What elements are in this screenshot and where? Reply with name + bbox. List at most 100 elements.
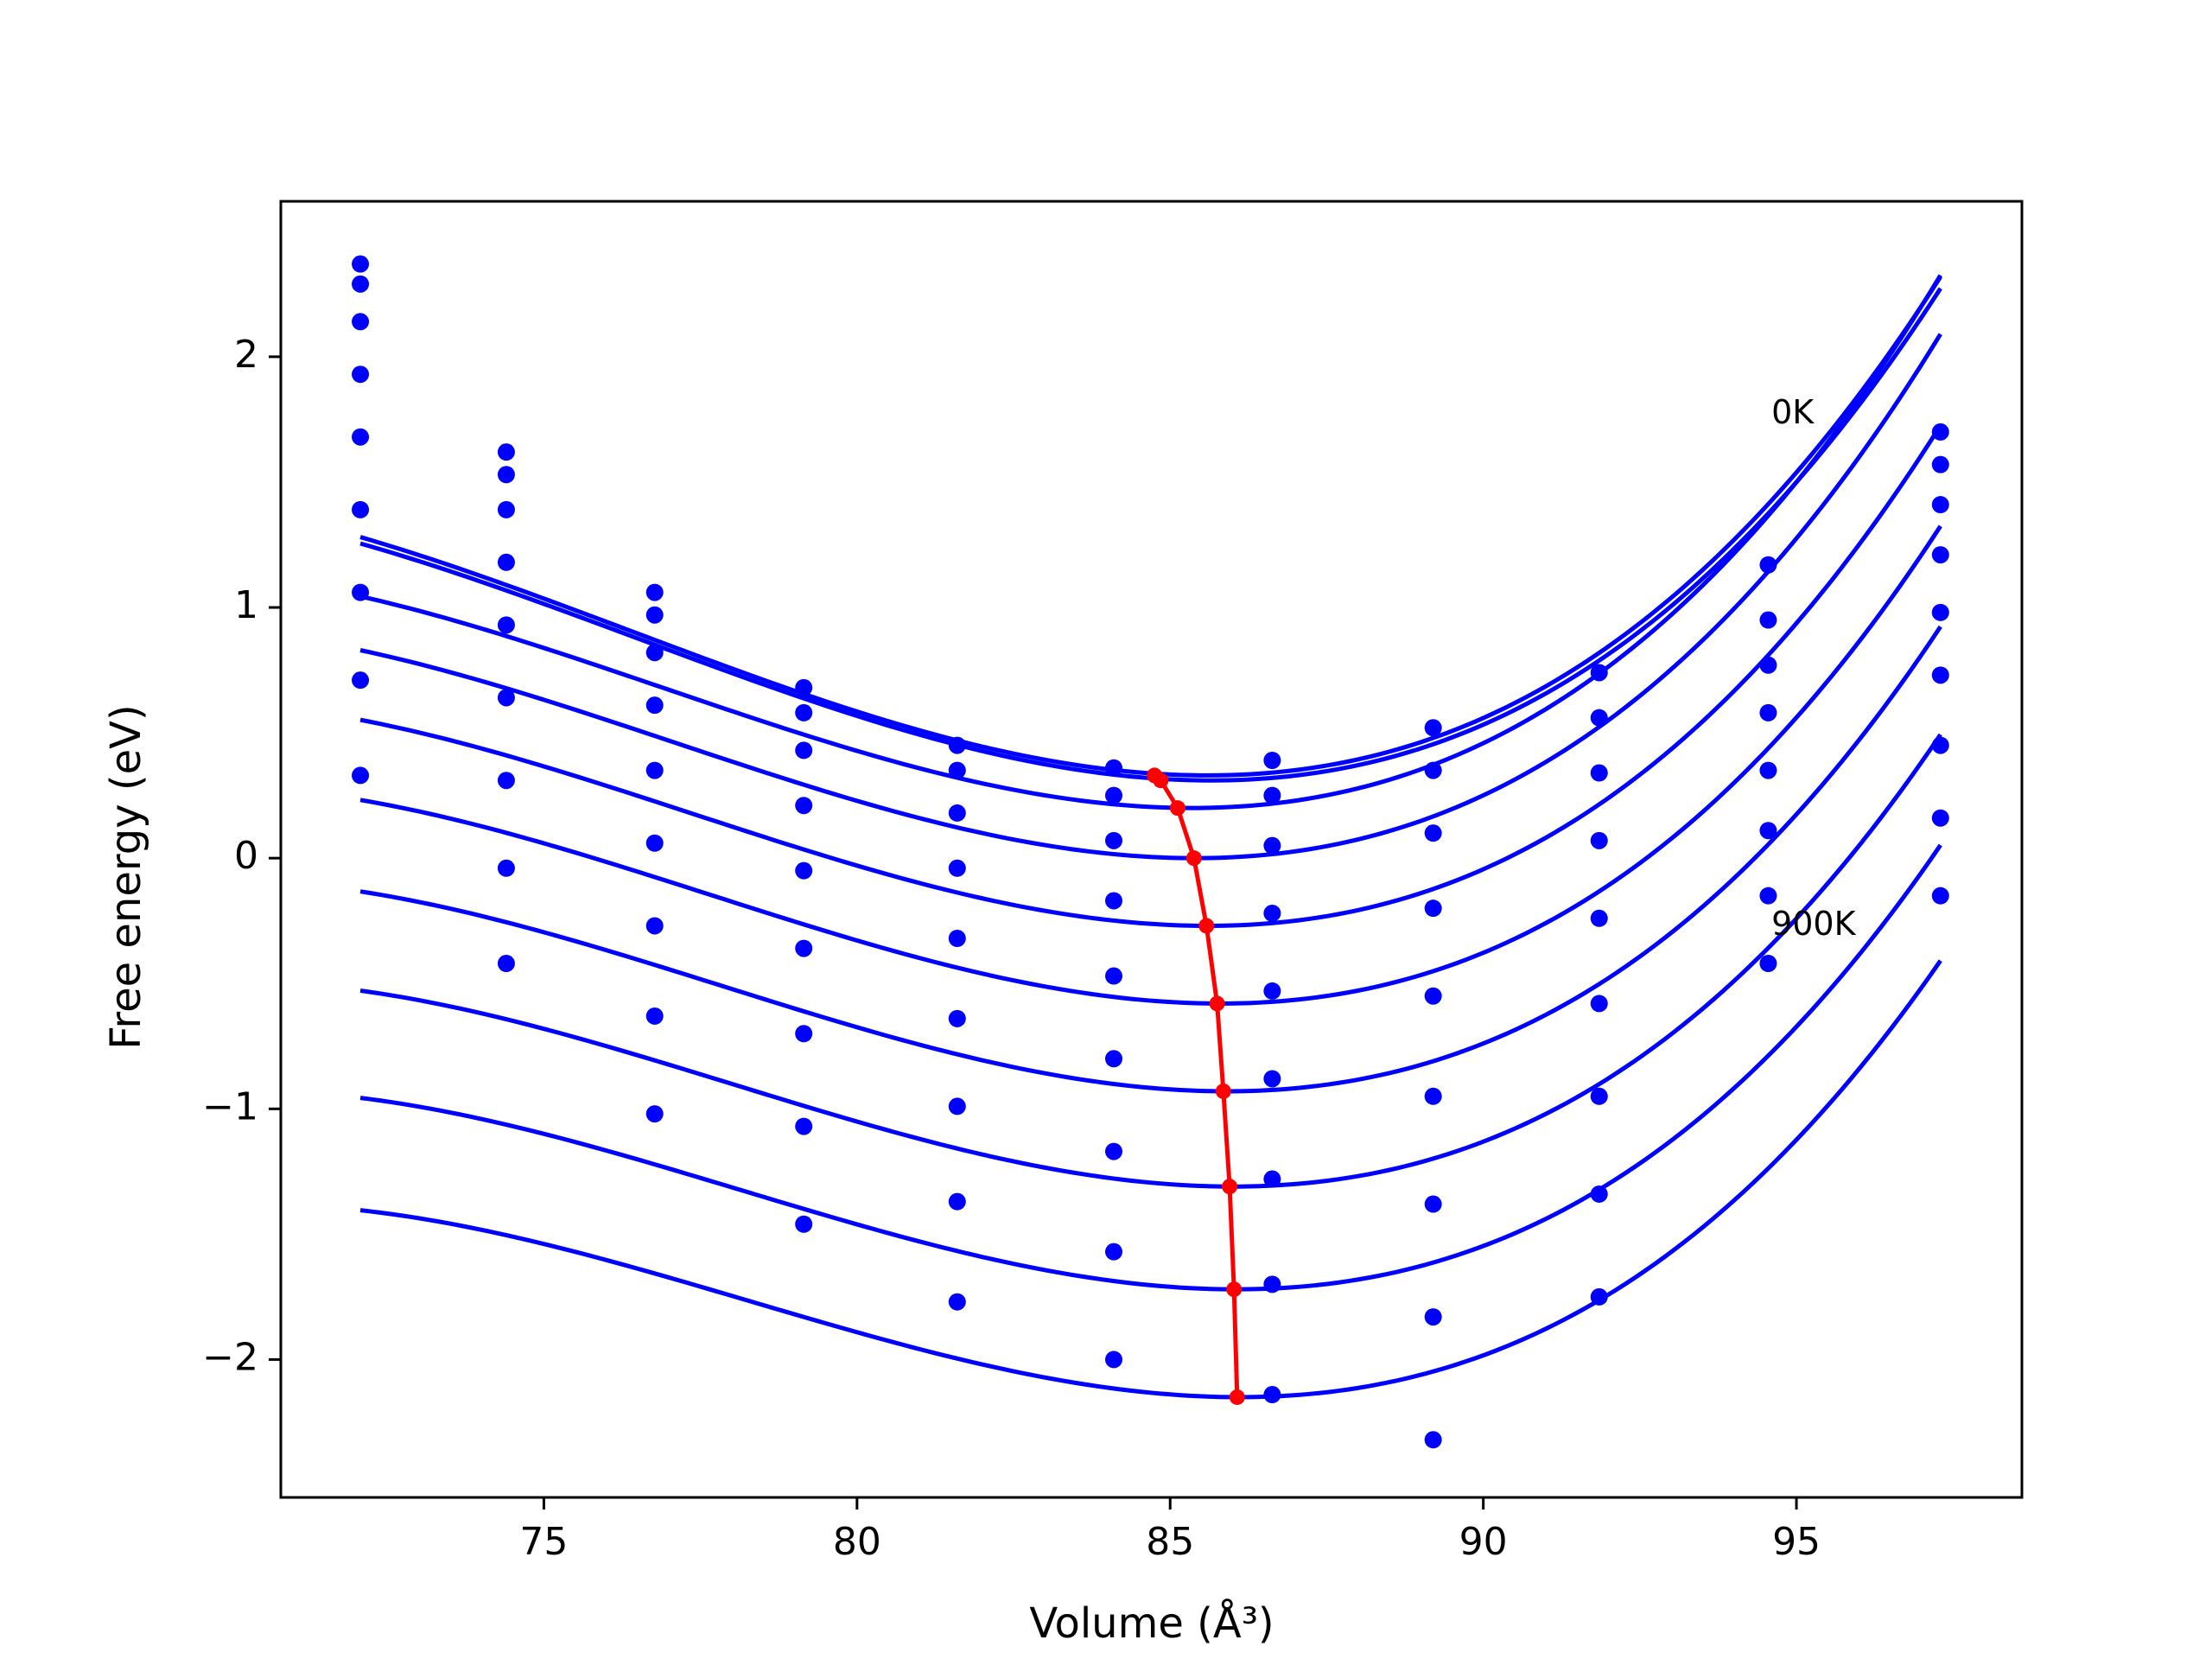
data-point-t2-4 [948, 761, 966, 779]
data-point-t5-10 [1931, 603, 1949, 621]
x-tick-label-2: 85 [1146, 1520, 1194, 1564]
data-point-t6-0 [352, 500, 370, 518]
minimum-point-2 [1169, 800, 1185, 817]
data-point-t3-2 [645, 644, 664, 662]
minimum-point-9 [1229, 1389, 1245, 1405]
minimum-point-3 [1185, 850, 1202, 867]
data-point-t9-8 [1590, 1287, 1608, 1306]
data-point-t8-3 [795, 1117, 813, 1135]
data-point-t6-7 [1424, 1087, 1442, 1105]
data-point-t9-6 [1263, 1386, 1281, 1404]
minimum-point-4 [1198, 918, 1215, 934]
fit-curve-t8 [359, 843, 1942, 1292]
data-point-t5-9 [1759, 761, 1777, 779]
data-point-t6-6 [1263, 1070, 1281, 1088]
data-point-t2-7 [1424, 761, 1442, 779]
data-point-t7-7 [1424, 1195, 1442, 1213]
minimum-point-1 [1153, 772, 1169, 789]
data-point-t6-3 [795, 939, 813, 957]
data-point-t5-1 [497, 616, 515, 634]
data-point-t7-10 [1931, 736, 1949, 754]
data-point-t4-6 [1263, 904, 1281, 922]
data-point-t9-7 [1424, 1431, 1442, 1449]
data-point-t2-10 [1931, 455, 1949, 474]
data-point-t9-3 [795, 1215, 813, 1233]
data-point-t9-5 [1105, 1351, 1123, 1369]
data-point-t6-5 [1105, 1050, 1123, 1068]
data-point-t6-10 [1931, 666, 1949, 684]
data-point-t3-0 [352, 313, 370, 331]
data-point-t8-8 [1590, 1185, 1608, 1203]
data-point-t3-5 [1105, 831, 1123, 849]
data-point-t1-1 [497, 443, 515, 461]
x-tick-label-4: 95 [1772, 1520, 1821, 1564]
data-point-t8-2 [645, 1007, 664, 1025]
data-point-t4-10 [1931, 546, 1949, 564]
fit-curve-t7 [359, 733, 1942, 1189]
data-point-t1-5 [1105, 759, 1123, 777]
x-tick-label-1: 80 [833, 1520, 881, 1564]
temperature-annotation-0: 0K [1771, 393, 1815, 431]
y-tick-label-3: 1 [234, 583, 258, 627]
data-point-t1-3 [795, 678, 813, 696]
data-point-t1-8 [1590, 664, 1608, 682]
data-point-t3-10 [1931, 496, 1949, 514]
data-point-t8-7 [1424, 1308, 1442, 1326]
data-point-t6-9 [1759, 822, 1777, 840]
data-point-t7-5 [1105, 1142, 1123, 1160]
data-point-t5-8 [1590, 909, 1608, 927]
data-point-t6-1 [497, 689, 515, 707]
data-point-t2-9 [1759, 611, 1777, 629]
data-point-t4-5 [1105, 892, 1123, 910]
data-point-t1-0 [352, 255, 370, 273]
x-axis-label: Volume (Å³) [1029, 1599, 1274, 1648]
data-point-t7-1 [497, 772, 515, 790]
data-point-t7-6 [1263, 1170, 1281, 1188]
data-point-t6-8 [1590, 995, 1608, 1013]
data-point-t5-0 [352, 428, 370, 446]
data-point-t7-2 [645, 917, 664, 935]
y-tick-label-2: 0 [234, 834, 258, 878]
data-point-t3-3 [795, 741, 813, 760]
data-point-t1-9 [1759, 556, 1777, 574]
data-point-t4-9 [1759, 703, 1777, 721]
data-point-t8-4 [948, 1192, 966, 1211]
data-point-t9-4 [948, 1293, 966, 1311]
data-point-t2-5 [1105, 786, 1123, 804]
data-point-t2-1 [497, 466, 515, 484]
minimum-point-7 [1222, 1179, 1238, 1195]
data-point-t5-7 [1424, 987, 1442, 1005]
data-point-t8-10 [1931, 809, 1949, 827]
data-point-t3-4 [948, 804, 966, 822]
data-point-t2-2 [645, 606, 664, 624]
data-point-t4-8 [1590, 831, 1608, 849]
data-point-t7-0 [352, 583, 370, 601]
temperature-annotation-1: 900K [1771, 905, 1857, 943]
data-point-t4-0 [352, 365, 370, 384]
x-tick-label-0: 75 [519, 1520, 568, 1564]
fit-curve-t2 [359, 274, 1942, 810]
data-point-t5-3 [795, 861, 813, 880]
y-tick-label-4: 2 [234, 333, 258, 377]
data-point-t4-7 [1424, 899, 1442, 918]
data-point-t1-7 [1424, 719, 1442, 737]
data-point-t8-1 [497, 859, 515, 877]
data-point-t3-7 [1424, 824, 1442, 842]
data-point-t3-6 [1263, 836, 1281, 855]
data-point-t1-10 [1931, 423, 1949, 441]
data-point-t7-9 [1759, 887, 1777, 905]
data-point-t4-3 [795, 797, 813, 815]
axes: 75 80 85 90 95 −2 −1 0 1 2 [202, 200, 2024, 1564]
fit-curve-t5 [359, 524, 1942, 1006]
data-point-t8-0 [352, 671, 370, 690]
data-point-t8-6 [1263, 1275, 1281, 1294]
minimum-point-8 [1226, 1281, 1243, 1298]
data-point-t2-6 [1263, 786, 1281, 804]
data-point-t9-1 [497, 955, 515, 973]
data-point-t4-2 [645, 696, 664, 715]
y-tick-label-1: −1 [202, 1084, 258, 1128]
data-point-t1-6 [1263, 752, 1281, 769]
data-point-t5-2 [645, 761, 664, 779]
